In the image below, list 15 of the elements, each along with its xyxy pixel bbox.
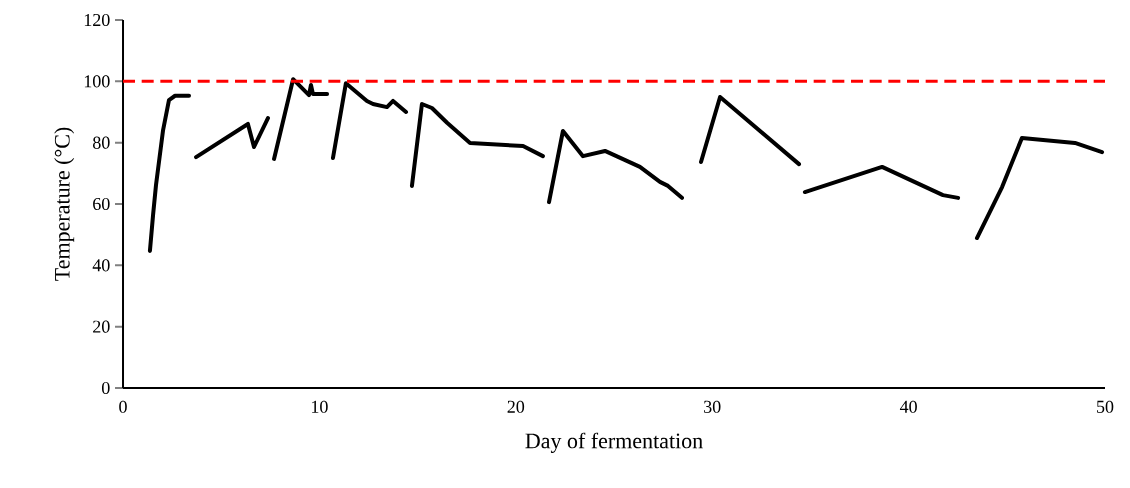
x-tick-label: 0 — [119, 400, 127, 413]
x-axis-title: Day of fermentation — [525, 432, 703, 453]
y-tick-label: 0 — [101, 381, 110, 395]
y-axis-title: Temperature (°C) — [54, 127, 75, 281]
y-tick-label: 100 — [84, 75, 110, 88]
y-tick-label: 60 — [93, 197, 110, 211]
x-tick-label: 20 — [507, 400, 525, 413]
x-tick-label: 30 — [704, 400, 721, 413]
x-tick-label: 10 — [312, 400, 328, 413]
y-tick-label: 40 — [92, 259, 110, 272]
y-tick-label: 120 — [84, 13, 110, 27]
y-tick-label: 80 — [92, 136, 110, 149]
x-tick-label: 40 — [899, 400, 917, 413]
y-tick-label: 20 — [93, 320, 110, 333]
x-tick-label: 50 — [1097, 400, 1114, 413]
